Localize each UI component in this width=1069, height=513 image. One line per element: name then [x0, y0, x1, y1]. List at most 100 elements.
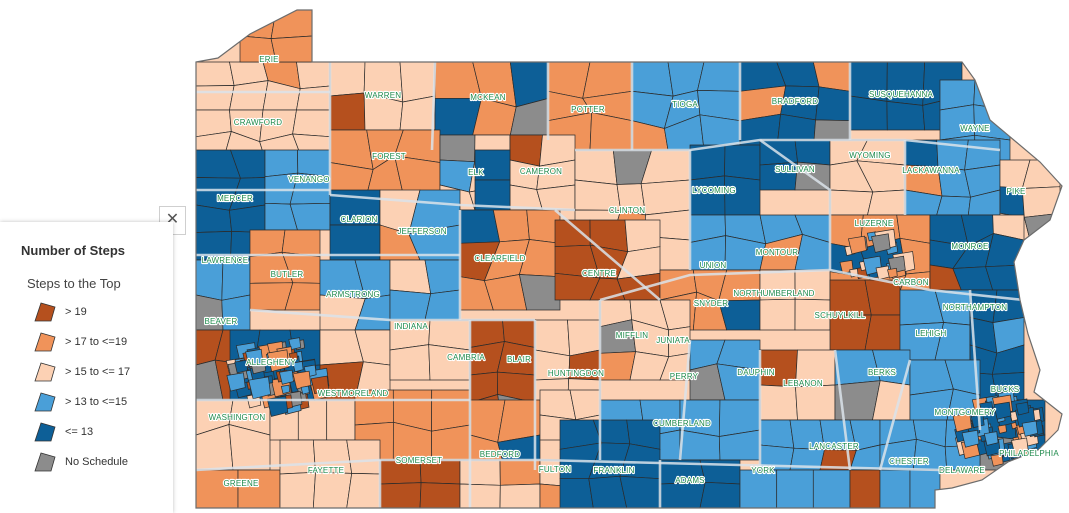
district-shape[interactable]	[196, 469, 239, 508]
district-shape[interactable]	[492, 209, 530, 243]
district-shape[interactable]	[296, 85, 331, 111]
district-shape[interactable]	[936, 195, 971, 216]
district-shape[interactable]	[245, 348, 264, 367]
district-shape[interactable]	[847, 235, 867, 255]
district-shape[interactable]	[699, 481, 741, 508]
district-shape[interactable]	[871, 233, 891, 253]
district-shape[interactable]	[815, 86, 851, 122]
district-shape[interactable]	[237, 469, 281, 508]
district-shape[interactable]	[993, 401, 1012, 420]
district-shape[interactable]	[724, 175, 761, 216]
district-shape[interactable]	[346, 473, 381, 508]
district-shape[interactable]	[1011, 437, 1029, 456]
district-shape[interactable]	[849, 469, 881, 508]
district-shape[interactable]	[424, 289, 461, 321]
district-shape[interactable]	[221, 259, 251, 301]
district-shape[interactable]	[196, 259, 224, 301]
district-shape[interactable]	[234, 359, 248, 374]
district-shape[interactable]	[939, 104, 976, 141]
district-shape[interactable]	[697, 61, 741, 92]
district-shape[interactable]	[329, 92, 366, 131]
district-shape[interactable]	[292, 370, 312, 390]
district-shape[interactable]	[776, 469, 814, 508]
district-shape[interactable]	[567, 319, 601, 357]
district-shape[interactable]	[588, 475, 628, 508]
district-shape[interactable]	[864, 314, 901, 351]
district-shape[interactable]	[829, 314, 872, 351]
district-shape[interactable]	[264, 149, 299, 178]
district-shape[interactable]	[739, 469, 778, 508]
district-shape[interactable]	[879, 469, 911, 508]
district-shape[interactable]	[624, 219, 661, 253]
district-shape[interactable]	[724, 144, 761, 181]
district-shape[interactable]	[518, 274, 561, 311]
district-shape[interactable]	[534, 319, 571, 357]
district-shape[interactable]	[196, 85, 235, 111]
district-shape[interactable]	[280, 384, 291, 395]
district-shape[interactable]	[288, 337, 302, 351]
district-shape[interactable]	[794, 139, 831, 166]
district-shape[interactable]	[459, 209, 501, 244]
district-shape[interactable]	[1021, 420, 1038, 437]
district-shape[interactable]	[424, 259, 461, 295]
district-shape[interactable]	[399, 61, 436, 103]
district-shape[interactable]	[379, 482, 422, 508]
district-shape[interactable]	[329, 61, 366, 97]
district-shape[interactable]	[867, 189, 906, 216]
district-shape[interactable]	[640, 179, 691, 216]
district-shape[interactable]	[829, 279, 872, 316]
district-shape[interactable]	[536, 184, 576, 211]
district-shape[interactable]	[599, 351, 637, 381]
district-shape[interactable]	[292, 109, 331, 138]
district-shape[interactable]	[296, 61, 331, 90]
district-shape[interactable]	[389, 259, 432, 295]
district-shape[interactable]	[226, 372, 246, 392]
district-shape[interactable]	[248, 376, 271, 400]
district-shape[interactable]	[1021, 186, 1061, 218]
district-shape[interactable]	[887, 267, 898, 279]
district-shape[interactable]	[229, 80, 269, 111]
district-shape[interactable]	[973, 104, 1011, 141]
district-shape[interactable]	[875, 265, 891, 281]
district-shape[interactable]	[499, 483, 541, 508]
district-shape[interactable]	[431, 424, 471, 461]
district-shape[interactable]	[812, 469, 851, 508]
district-shape[interactable]	[759, 298, 796, 331]
district-shape[interactable]	[990, 453, 1004, 467]
district-shape[interactable]	[459, 459, 501, 486]
district-shape[interactable]	[288, 351, 299, 362]
district-shape[interactable]	[431, 389, 471, 432]
district-shape[interactable]	[279, 369, 294, 385]
district-shape[interactable]	[849, 95, 888, 131]
district-shape[interactable]	[886, 101, 926, 131]
district-shape[interactable]	[196, 61, 235, 87]
district-shape[interactable]	[619, 475, 661, 508]
district-shape[interactable]	[270, 10, 313, 39]
district-shape[interactable]	[559, 478, 594, 508]
district-shape[interactable]	[459, 483, 501, 508]
district-shape[interactable]	[389, 344, 431, 381]
district-shape[interactable]	[759, 384, 798, 421]
district-shape[interactable]	[795, 384, 836, 421]
district-shape[interactable]	[689, 175, 726, 216]
district-shape[interactable]	[428, 344, 471, 381]
district-shape[interactable]	[439, 134, 476, 163]
district-shape[interactable]	[326, 399, 356, 441]
district-shape[interactable]	[297, 149, 331, 178]
district-shape[interactable]	[574, 149, 618, 185]
district-shape[interactable]	[659, 481, 706, 508]
district-shape[interactable]	[1015, 401, 1030, 416]
district-shape[interactable]	[829, 189, 874, 216]
district-shape[interactable]	[983, 431, 999, 446]
district-shape[interactable]	[389, 289, 432, 321]
district-shape[interactable]	[346, 439, 381, 475]
district-shape[interactable]	[419, 482, 461, 508]
district-shape[interactable]	[279, 471, 316, 508]
district-shape[interactable]	[631, 61, 674, 97]
district-shape[interactable]	[997, 424, 1007, 434]
district-shape[interactable]	[539, 389, 577, 421]
district-shape[interactable]	[300, 385, 310, 395]
district-shape[interactable]	[979, 401, 994, 416]
district-shape[interactable]	[266, 349, 290, 372]
